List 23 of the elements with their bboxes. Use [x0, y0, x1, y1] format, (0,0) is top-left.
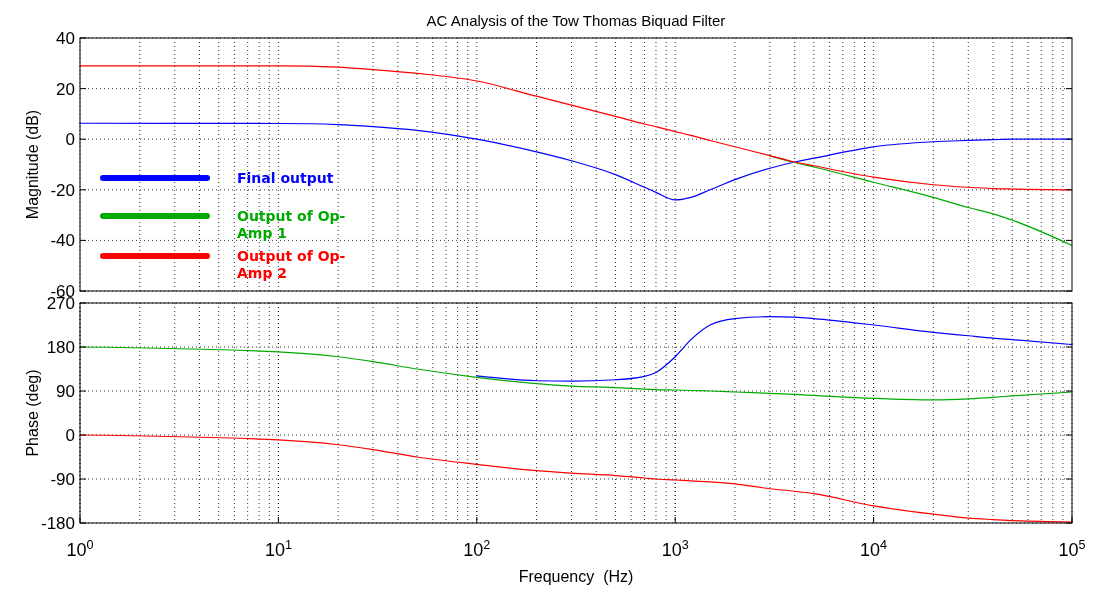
chart-title: AC Analysis of the Tow Thomas Biquad Filter [426, 12, 726, 29]
x-tick-label: 10$^{1}$ [264, 538, 292, 560]
x-tick-label: 10$^{2}$ [463, 538, 491, 560]
y-tick-label: 20 [56, 79, 75, 99]
x-tick-label: 10$^{0}$ [66, 538, 94, 560]
y-tick-label: 0 [65, 130, 75, 150]
y-tick-label: 0 [65, 426, 75, 445]
text: Final output [237, 170, 334, 186]
x-tick-label: 10$^{4}$ [860, 538, 888, 560]
y-tick-label: -20 [50, 180, 75, 200]
x-tick-label: 10$^{3}$ [661, 538, 689, 560]
y-tick-label: -40 [50, 231, 75, 251]
y-tick-label: 40 [56, 29, 75, 48]
text: Output of Op-Amp 1 [237, 208, 346, 241]
x-axis-title: Frequency (Hz) [518, 568, 634, 585]
text: Output of Op-Amp 2 [237, 248, 346, 281]
y-axis-title: Phase (deg) [24, 369, 41, 457]
y-axis-title: Magnitude (dB) [24, 109, 41, 220]
y-tick-label: -90 [50, 470, 75, 489]
x-tick-label: 10$^{5}$ [1058, 538, 1086, 560]
y-tick-label: -180 [40, 514, 75, 533]
y-tick-label: 180 [46, 338, 75, 357]
y-tick-label: 90 [56, 382, 75, 401]
